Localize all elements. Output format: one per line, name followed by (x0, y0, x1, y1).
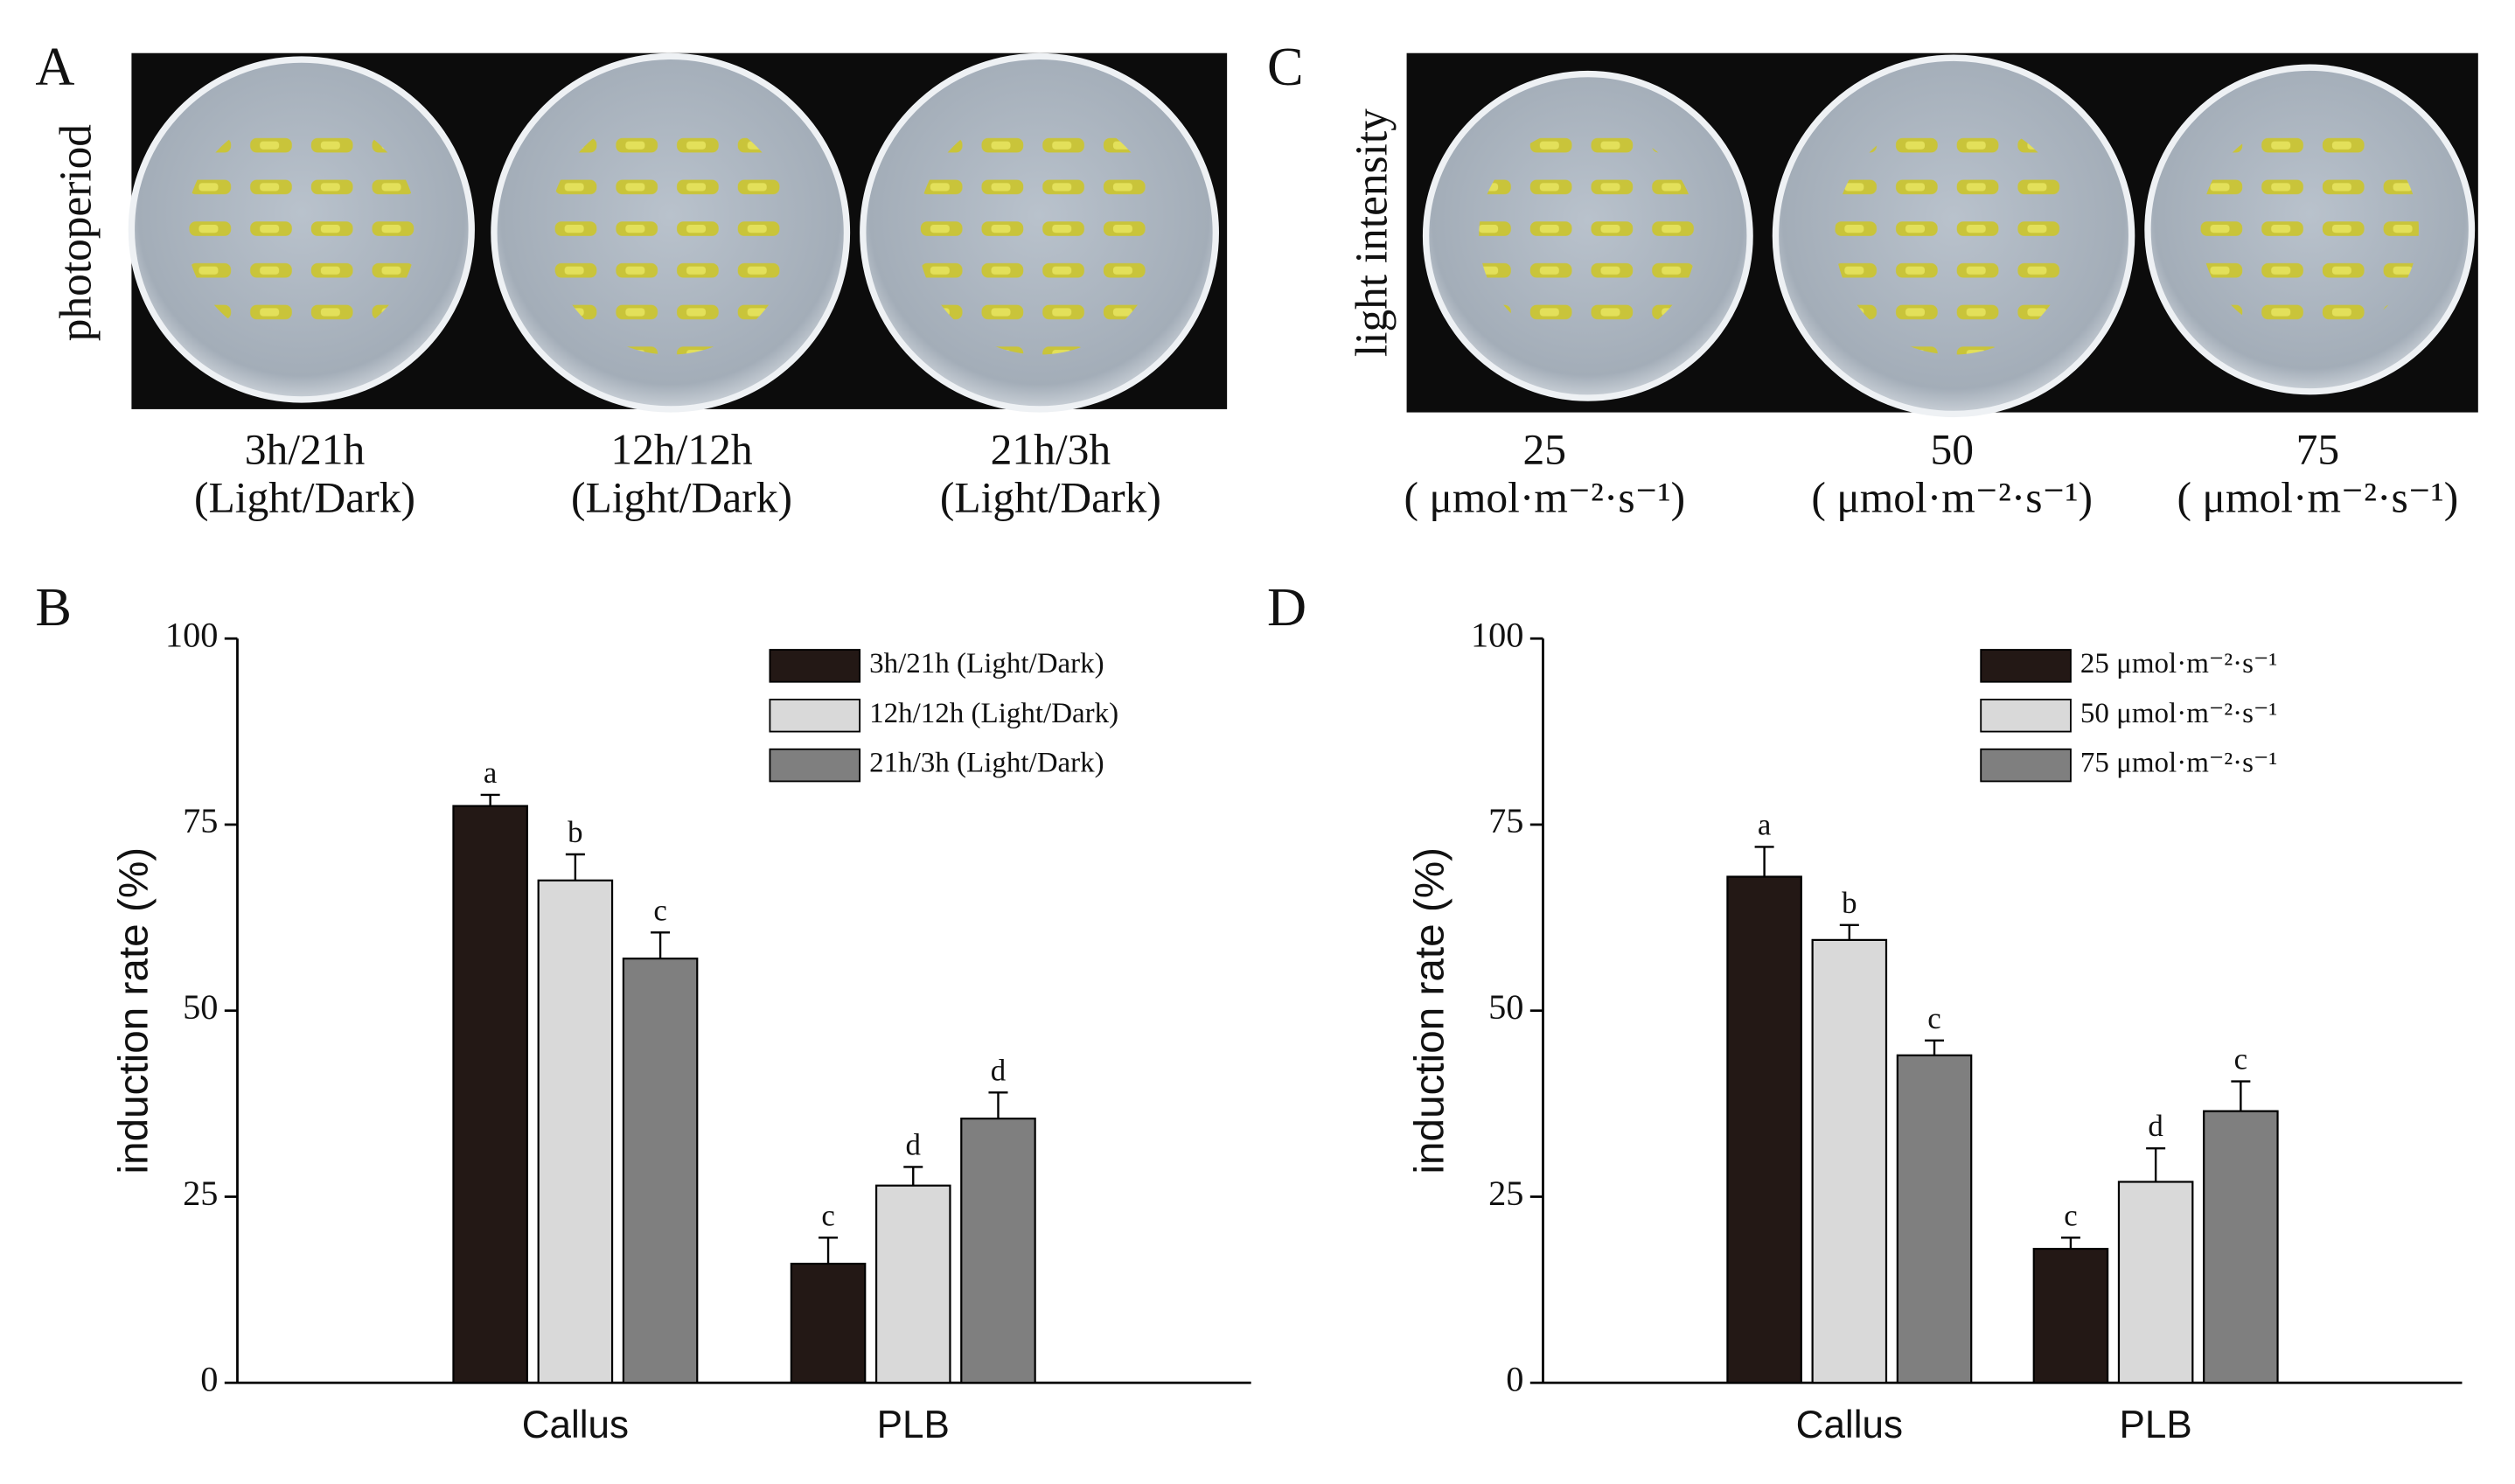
panel-label: A (35, 37, 74, 97)
legend-label: 21h/3h (Light/Dark) (869, 748, 1104, 779)
x-tick-label: Callus (522, 1404, 629, 1446)
photo-c (1406, 52, 2478, 418)
bar (2203, 1110, 2279, 1384)
bar (1811, 938, 1888, 1384)
significance-letter: d (991, 1053, 1006, 1087)
legend-swatch (1980, 748, 2072, 783)
significance-letter: c (2234, 1042, 2247, 1076)
y-tick-label: 50 (183, 987, 218, 1027)
legend-swatch (769, 649, 861, 683)
significance-letter: c (821, 1198, 834, 1232)
caption-line: 3h/21h (245, 426, 366, 474)
significance-letter: c (653, 893, 666, 927)
significance-letter: c (2064, 1198, 2077, 1232)
explants (2200, 120, 2419, 339)
caption-line: ( μmol·m⁻²·s⁻¹) (1404, 474, 1685, 522)
bar (1896, 1054, 1973, 1384)
error-bar (1839, 923, 1859, 940)
y-tick-label: 100 (165, 615, 219, 654)
x-tick-label: PLB (877, 1404, 950, 1446)
error-bar (480, 793, 500, 806)
error-bar (1925, 1039, 1945, 1056)
photo-a (128, 52, 1228, 413)
caption-line: 50 (1930, 426, 1974, 474)
caption-line: 12h/12h (610, 426, 753, 474)
bar (1726, 875, 1802, 1384)
explants (917, 110, 1161, 355)
panel-label: D (1267, 577, 1306, 637)
x-tick-label: Callus (1796, 1404, 1903, 1446)
error-bar (651, 931, 671, 959)
explants (1835, 117, 2073, 355)
legend-label: 50 μmol·m⁻²·s⁻¹ (2080, 698, 2277, 729)
x-tick-label: PLB (2120, 1404, 2192, 1446)
error-bar (903, 1166, 923, 1186)
y-tick-label: 100 (1471, 615, 1524, 654)
y-tick-label: 75 (183, 801, 218, 840)
caption-line: ( μmol·m⁻²·s⁻¹) (2177, 474, 2459, 522)
explants (185, 114, 417, 345)
error-bar (1754, 846, 1774, 877)
significance-letter: d (906, 1127, 921, 1161)
caption-line: (Light/Dark) (940, 474, 1161, 522)
error-bar (988, 1091, 1008, 1119)
significance-letter: d (2148, 1109, 2163, 1143)
bar (622, 958, 699, 1384)
error-bar (819, 1237, 839, 1265)
y-tick-label: 75 (1488, 801, 1523, 840)
significance-letter: b (1842, 886, 1857, 920)
y-axis-label: induction rate (%) (110, 847, 157, 1174)
panel-label: B (35, 577, 72, 637)
explants (548, 110, 793, 355)
y-tick-label: 0 (1506, 1360, 1523, 1399)
error-bar (2060, 1237, 2080, 1250)
bar (874, 1184, 951, 1384)
explants (1479, 127, 1697, 345)
photo-axis-label: light intensity (1348, 108, 1397, 357)
legend-swatch (1980, 649, 2072, 683)
error-bar (2146, 1146, 2166, 1182)
significance-letter: c (1927, 1001, 1940, 1035)
significance-letter: a (1758, 807, 1771, 841)
photo-axis-label: photoperiod (51, 124, 101, 341)
caption-line: 25 (1523, 426, 1567, 474)
legend-swatch (769, 748, 861, 783)
bar (452, 805, 528, 1384)
significance-letter: a (484, 756, 497, 790)
legend-swatch (1980, 698, 2072, 733)
bar (537, 879, 614, 1384)
error-bar (2231, 1080, 2251, 1111)
legend-swatch (769, 698, 861, 733)
bar (960, 1118, 1036, 1384)
y-tick-label: 25 (183, 1174, 218, 1213)
legend-label: 75 μmol·m⁻²·s⁻¹ (2080, 748, 2277, 779)
caption-line: (Light/Dark) (194, 474, 415, 522)
y-tick-label: 0 (200, 1360, 218, 1399)
error-bar (565, 853, 585, 881)
panel-label: C (1267, 37, 1304, 97)
caption-line: 75 (2296, 426, 2340, 474)
caption-line: (Light/Dark) (571, 474, 792, 522)
y-axis-label: induction rate (%) (1407, 847, 1453, 1174)
caption-line: 21h/3h (991, 426, 1111, 474)
bar (2117, 1181, 2194, 1384)
y-tick-label: 50 (1488, 987, 1523, 1027)
y-tick-label: 25 (1488, 1174, 1523, 1213)
caption-line: ( μmol·m⁻²·s⁻¹) (1811, 474, 2093, 522)
bar (2032, 1247, 2109, 1384)
legend-label: 25 μmol·m⁻²·s⁻¹ (2080, 648, 2277, 679)
legend-label: 3h/21h (Light/Dark) (869, 648, 1104, 679)
bar (790, 1262, 867, 1384)
significance-letter: b (568, 815, 582, 849)
legend-label: 12h/12h (Light/Dark) (869, 698, 1118, 729)
